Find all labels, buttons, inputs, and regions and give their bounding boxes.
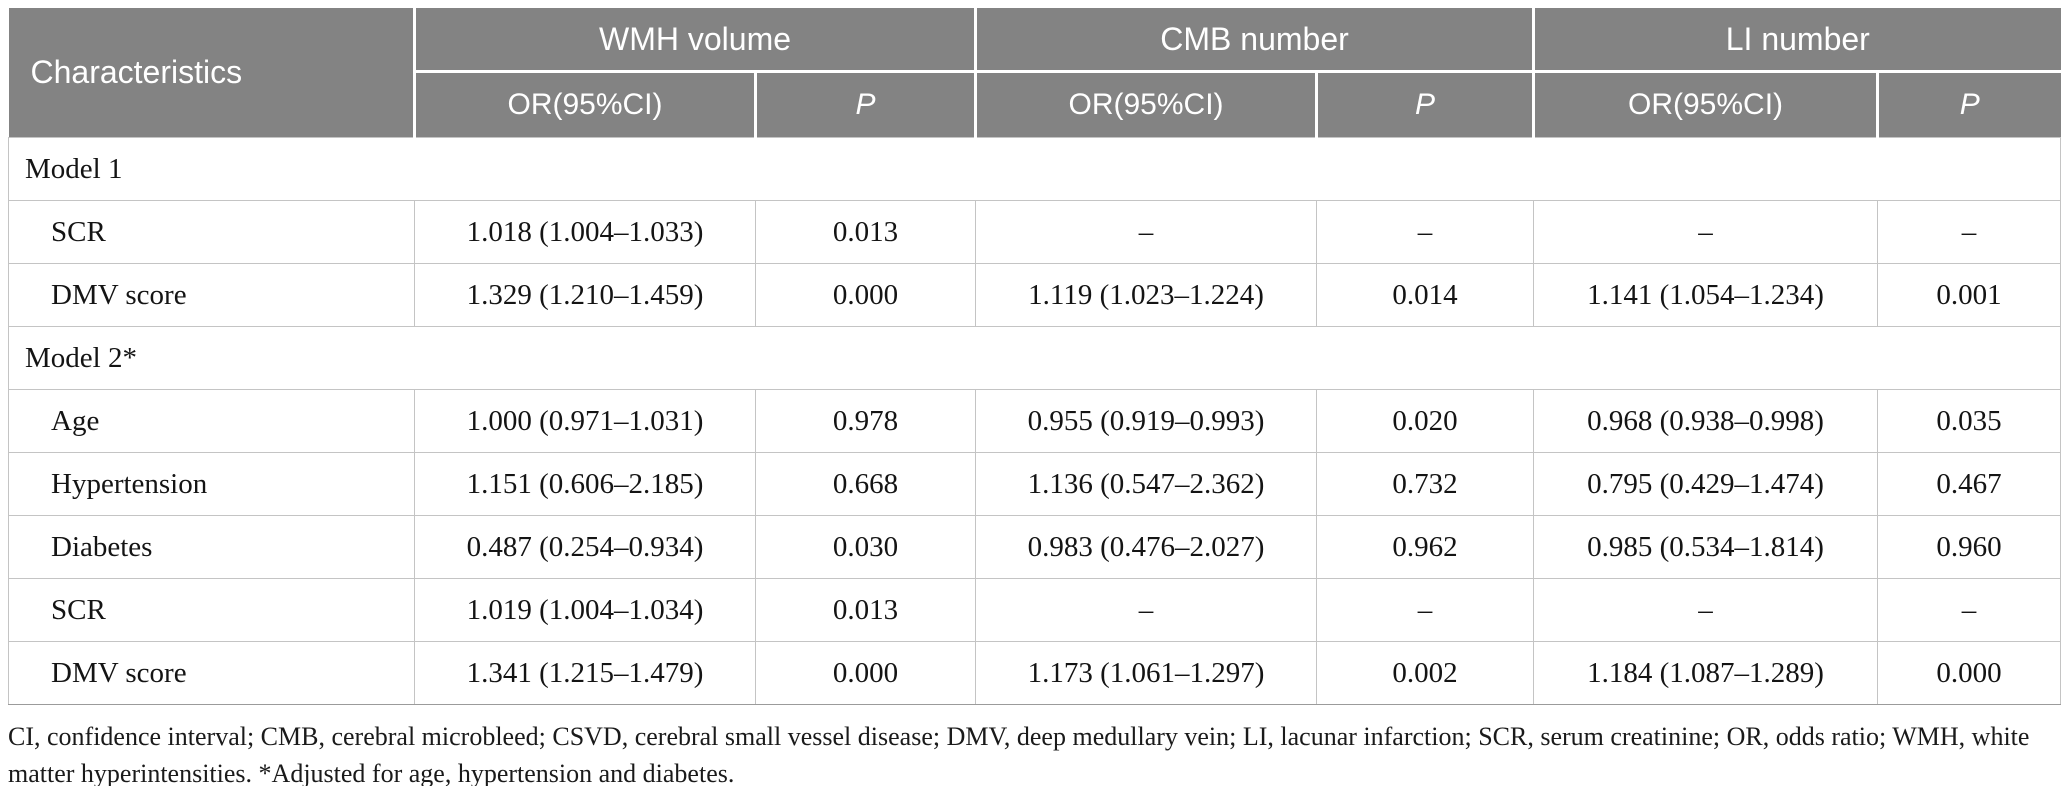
characteristics-header: Characteristics [8,8,416,138]
section-label: Model 2* [7,326,2062,390]
row-label: SCR [8,578,415,642]
wmh-p-value-cell: 0.030 [754,515,977,579]
table-body: Model 1 SCR 1.018 (1.004–1.033) 0.013 – … [7,137,2062,705]
cmb-p-value-cell: 0.002 [1316,641,1535,705]
wmh-p-value-cell: 0.013 [754,578,977,642]
li-or-ci-cell: – [1533,578,1879,642]
li-p-value-cell: 0.467 [1877,452,2062,516]
wmh-or-ci-cell: 1.341 (1.215–1.479) [414,641,756,705]
wmh-or-ci-cell: 1.019 (1.004–1.034) [414,578,756,642]
row-label: DMV score [8,641,415,705]
li-number-group-header: LI number [1532,8,2061,73]
li-p-value-cell: – [1877,200,2062,264]
cmb-or-ci-cell: 1.119 (1.023–1.224) [975,263,1318,327]
li-or-ci-cell: 1.141 (1.054–1.234) [1533,263,1879,327]
row-label: Hypertension [8,452,415,516]
table-row: Hypertension 1.151 (0.606–2.185) 0.668 1… [8,452,2062,516]
wmh-or-ci-cell: 1.018 (1.004–1.033) [414,200,756,264]
row-label: SCR [8,200,415,264]
section-label: Model 1 [7,137,2062,201]
cmb-or-ci-cell: 1.136 (0.547–2.362) [975,452,1318,516]
li-p-value-cell: – [1877,578,2062,642]
li-or-ci-cell: – [1533,200,1879,264]
cmb-or-ci-cell: 1.173 (1.061–1.297) [975,641,1318,705]
logistic-regression-table: Characteristics WMH volume CMB number LI… [7,8,2062,705]
table-row: Age 1.000 (0.971–1.031) 0.978 0.955 (0.9… [8,389,2062,453]
header-group-row: Characteristics WMH volume CMB number LI… [8,8,2061,138]
cmb-p-value-cell: 0.732 [1316,452,1535,516]
wmh-p-value-cell: 0.978 [754,389,977,453]
wmh-or-ci-cell: 1.000 (0.971–1.031) [414,389,756,453]
table-row: DMV score 1.329 (1.210–1.459) 0.000 1.11… [8,263,2062,327]
cmb-or-ci-cell: – [975,578,1318,642]
wmh-or-ci-cell: 0.487 (0.254–0.934) [414,515,756,579]
cmb-or-ci-cell: – [975,200,1318,264]
li-or-ci-cell: 0.985 (0.534–1.814) [1533,515,1879,579]
wmh-p-value-cell: 0.000 [754,641,977,705]
row-label: Diabetes [8,515,415,579]
wmh-or-ci-cell: 1.151 (0.606–2.185) [414,452,756,516]
table-row: SCR 1.018 (1.004–1.033) 0.013 – – – – [8,200,2062,264]
wmh-volume-group-header: WMH volume [412,8,978,73]
li-p-header: P [1876,70,2061,138]
table-section-row: Model 1 [7,137,2062,201]
li-p-value-cell: 0.035 [1877,389,2062,453]
li-or-ci-header: OR(95%CI) [1532,70,1880,138]
li-p-value-cell: 0.000 [1877,641,2062,705]
li-p-value-cell: 0.001 [1877,263,2062,327]
cmb-p-value-cell: – [1316,200,1535,264]
li-or-ci-cell: 0.968 (0.938–0.998) [1533,389,1879,453]
cmb-or-ci-cell: 0.983 (0.476–2.027) [975,515,1318,579]
li-or-ci-cell: 0.795 (0.429–1.474) [1533,452,1879,516]
cmb-p-value-cell: – [1316,578,1535,642]
table-row: DMV score 1.341 (1.215–1.479) 0.000 1.17… [8,641,2062,705]
table-header: Characteristics WMH volume CMB number LI… [8,8,2061,138]
wmh-p-value-cell: 0.668 [754,452,977,516]
row-label: DMV score [8,263,415,327]
cmb-p-value-cell: 0.020 [1316,389,1535,453]
table-row: Diabetes 0.487 (0.254–0.934) 0.030 0.983… [8,515,2062,579]
table-footnote: CI, confidence interval; CMB, cerebral m… [8,722,2030,786]
cmb-or-ci-cell: 0.955 (0.919–0.993) [975,389,1318,453]
li-p-value-cell: 0.960 [1877,515,2062,579]
table-row: SCR 1.019 (1.004–1.034) 0.013 – – – – [8,578,2062,642]
wmh-p-header: P [753,70,978,138]
wmh-or-ci-cell: 1.329 (1.210–1.459) [414,263,756,327]
table-section-row: Model 2* [7,326,2062,390]
cmb-p-header: P [1315,70,1536,138]
cmb-number-group-header: CMB number [974,8,1536,73]
li-or-ci-cell: 1.184 (1.087–1.289) [1533,641,1879,705]
wmh-p-value-cell: 0.000 [754,263,977,327]
cmb-p-value-cell: 0.014 [1316,263,1535,327]
cmb-p-value-cell: 0.962 [1316,515,1535,579]
wmh-or-ci-header: OR(95%CI) [413,70,757,138]
row-label: Age [8,389,415,453]
wmh-p-value-cell: 0.013 [754,200,977,264]
header-sub-row: OR(95%CI) P OR(95%CI) P OR(95%CI) P [9,70,2061,138]
cmb-or-ci-header: OR(95%CI) [974,70,1319,138]
